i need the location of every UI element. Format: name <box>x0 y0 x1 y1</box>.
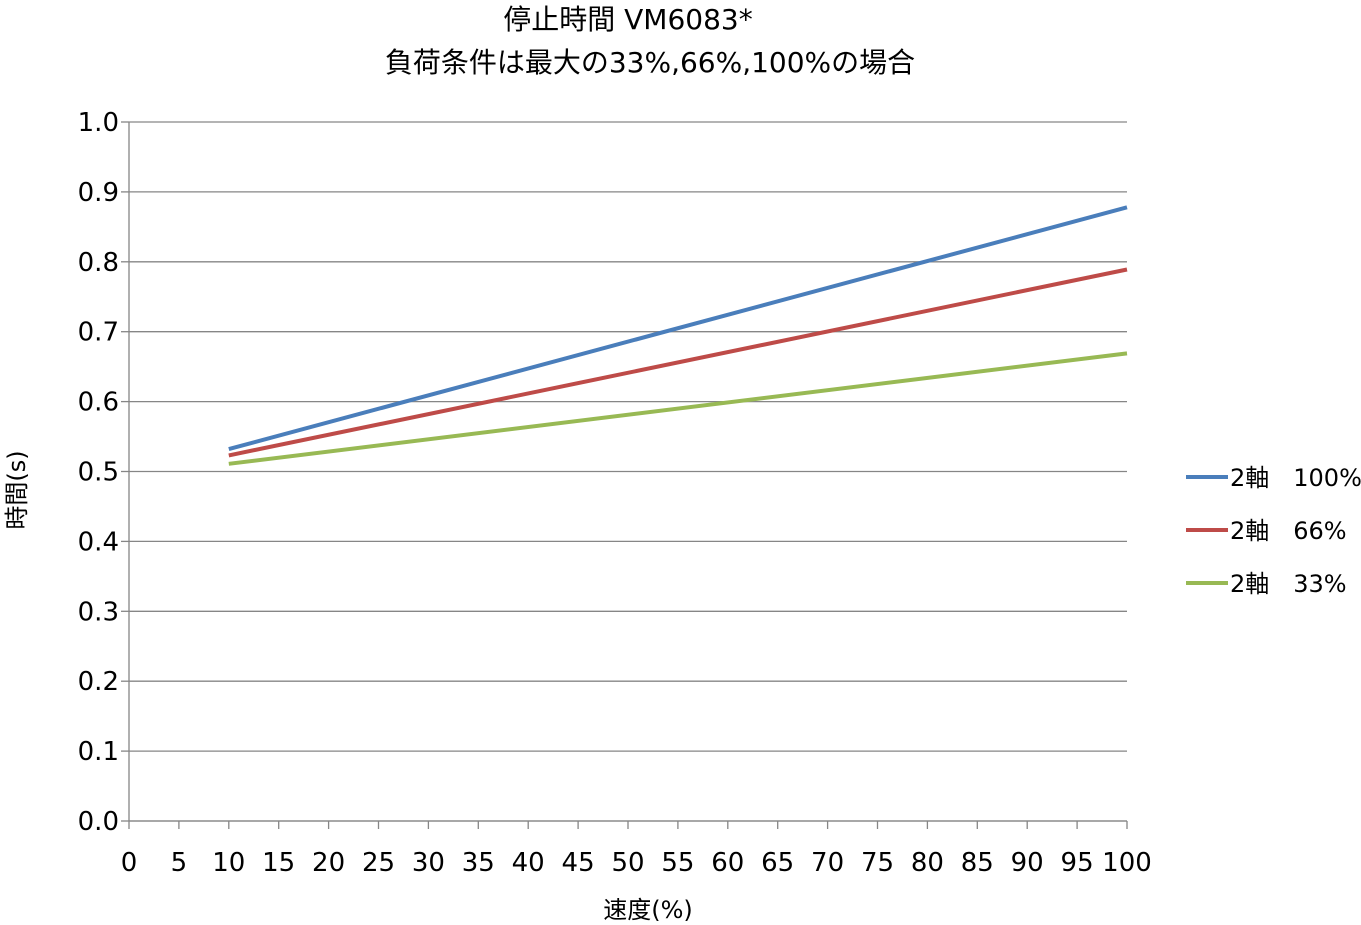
x-tick-label: 5 <box>171 848 188 878</box>
x-tick-labels: 0 5 10 15 20 25 30 35 40 45 50 55 60 65 70 75 80 85 90 95 10… <box>121 848 1152 878</box>
series-lines <box>228 205 1128 466</box>
x-tick-label: 10 <box>212 848 245 878</box>
y-tick-label: 0.5 <box>78 458 119 488</box>
y-tick-label: 0.6 <box>78 388 119 418</box>
y-axis-title: 時間(s) <box>3 450 31 529</box>
chart-title: 停止時間 VM6083* <box>503 3 752 36</box>
x-tick-label: 30 <box>412 848 445 878</box>
y-tick-label: 0.4 <box>78 527 119 557</box>
x-tick-label: 35 <box>462 848 495 878</box>
x-tick-label: 100 <box>1102 848 1152 878</box>
y-tick-label: 0.8 <box>78 248 119 278</box>
legend-item: 2軸 66% <box>1186 517 1347 545</box>
y-tick-label: 1.0 <box>78 108 119 138</box>
x-tick-label: 20 <box>312 848 345 878</box>
x-tick-label: 60 <box>711 848 744 878</box>
legend-label: 2軸 33% <box>1230 570 1347 598</box>
x-tick-label: 15 <box>262 848 295 878</box>
y-tick-label: 0.1 <box>78 737 119 767</box>
legend: 2軸 100% 2軸 66% 2軸 33% <box>1186 464 1361 598</box>
x-tick-label: 40 <box>512 848 545 878</box>
legend-label: 2軸 66% <box>1230 517 1347 545</box>
x-axis-title: 速度(%) <box>603 896 693 924</box>
x-tick-label: 90 <box>1011 848 1044 878</box>
x-tick-label: 70 <box>811 848 844 878</box>
x-tick-label: 0 <box>121 848 138 878</box>
x-tick-label: 25 <box>362 848 395 878</box>
x-tick-label: 85 <box>961 848 994 878</box>
series-line-2 <box>228 267 1128 458</box>
y-tick-label: 0.3 <box>78 597 119 627</box>
x-tick-label: 65 <box>761 848 794 878</box>
y-tick-label: 0.0 <box>78 807 119 837</box>
chart-subtitle: 負荷条件は最大の33%,66%,100%の場合 <box>385 46 915 79</box>
y-tick-labels: 0.0 0.1 0.2 0.3 0.4 0.5 0.6 0.7 0.8 0.9 1.0 <box>78 108 119 837</box>
x-tick-label: 75 <box>861 848 894 878</box>
legend-item: 2軸 100% <box>1186 464 1361 492</box>
legend-label: 2軸 100% <box>1230 464 1361 492</box>
x-tick-label: 55 <box>661 848 694 878</box>
series-line-3 <box>228 351 1128 466</box>
series-line-1 <box>228 205 1128 452</box>
gridlines <box>129 121 1127 822</box>
x-tick-label: 45 <box>562 848 595 878</box>
x-tick-label: 50 <box>611 848 644 878</box>
legend-item: 2軸 33% <box>1186 570 1347 598</box>
x-tick-label: 80 <box>911 848 944 878</box>
y-tick-label: 0.7 <box>78 318 119 348</box>
y-tick-label: 0.2 <box>78 667 119 697</box>
y-tick-label: 0.9 <box>78 178 119 208</box>
axes <box>121 121 1128 829</box>
x-tick-label: 95 <box>1061 848 1094 878</box>
